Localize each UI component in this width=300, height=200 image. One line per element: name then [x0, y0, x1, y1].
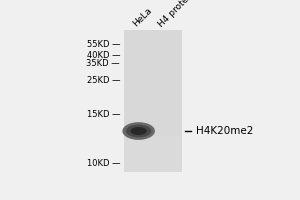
Text: 25KD —: 25KD —: [86, 76, 120, 85]
Text: 10KD —: 10KD —: [86, 159, 120, 168]
Text: 15KD —: 15KD —: [86, 110, 120, 119]
Ellipse shape: [122, 122, 155, 140]
Ellipse shape: [126, 125, 151, 137]
Text: H4K20me2: H4K20me2: [196, 126, 253, 136]
Ellipse shape: [130, 127, 147, 135]
Bar: [124, 136, 182, 172]
Text: 35KD —: 35KD —: [86, 59, 120, 68]
Text: 40KD —: 40KD —: [86, 51, 120, 60]
Bar: [124, 30, 182, 172]
Text: HeLa: HeLa: [131, 6, 154, 29]
Text: H4 protein: H4 protein: [157, 0, 197, 29]
Text: 55KD —: 55KD —: [86, 40, 120, 49]
